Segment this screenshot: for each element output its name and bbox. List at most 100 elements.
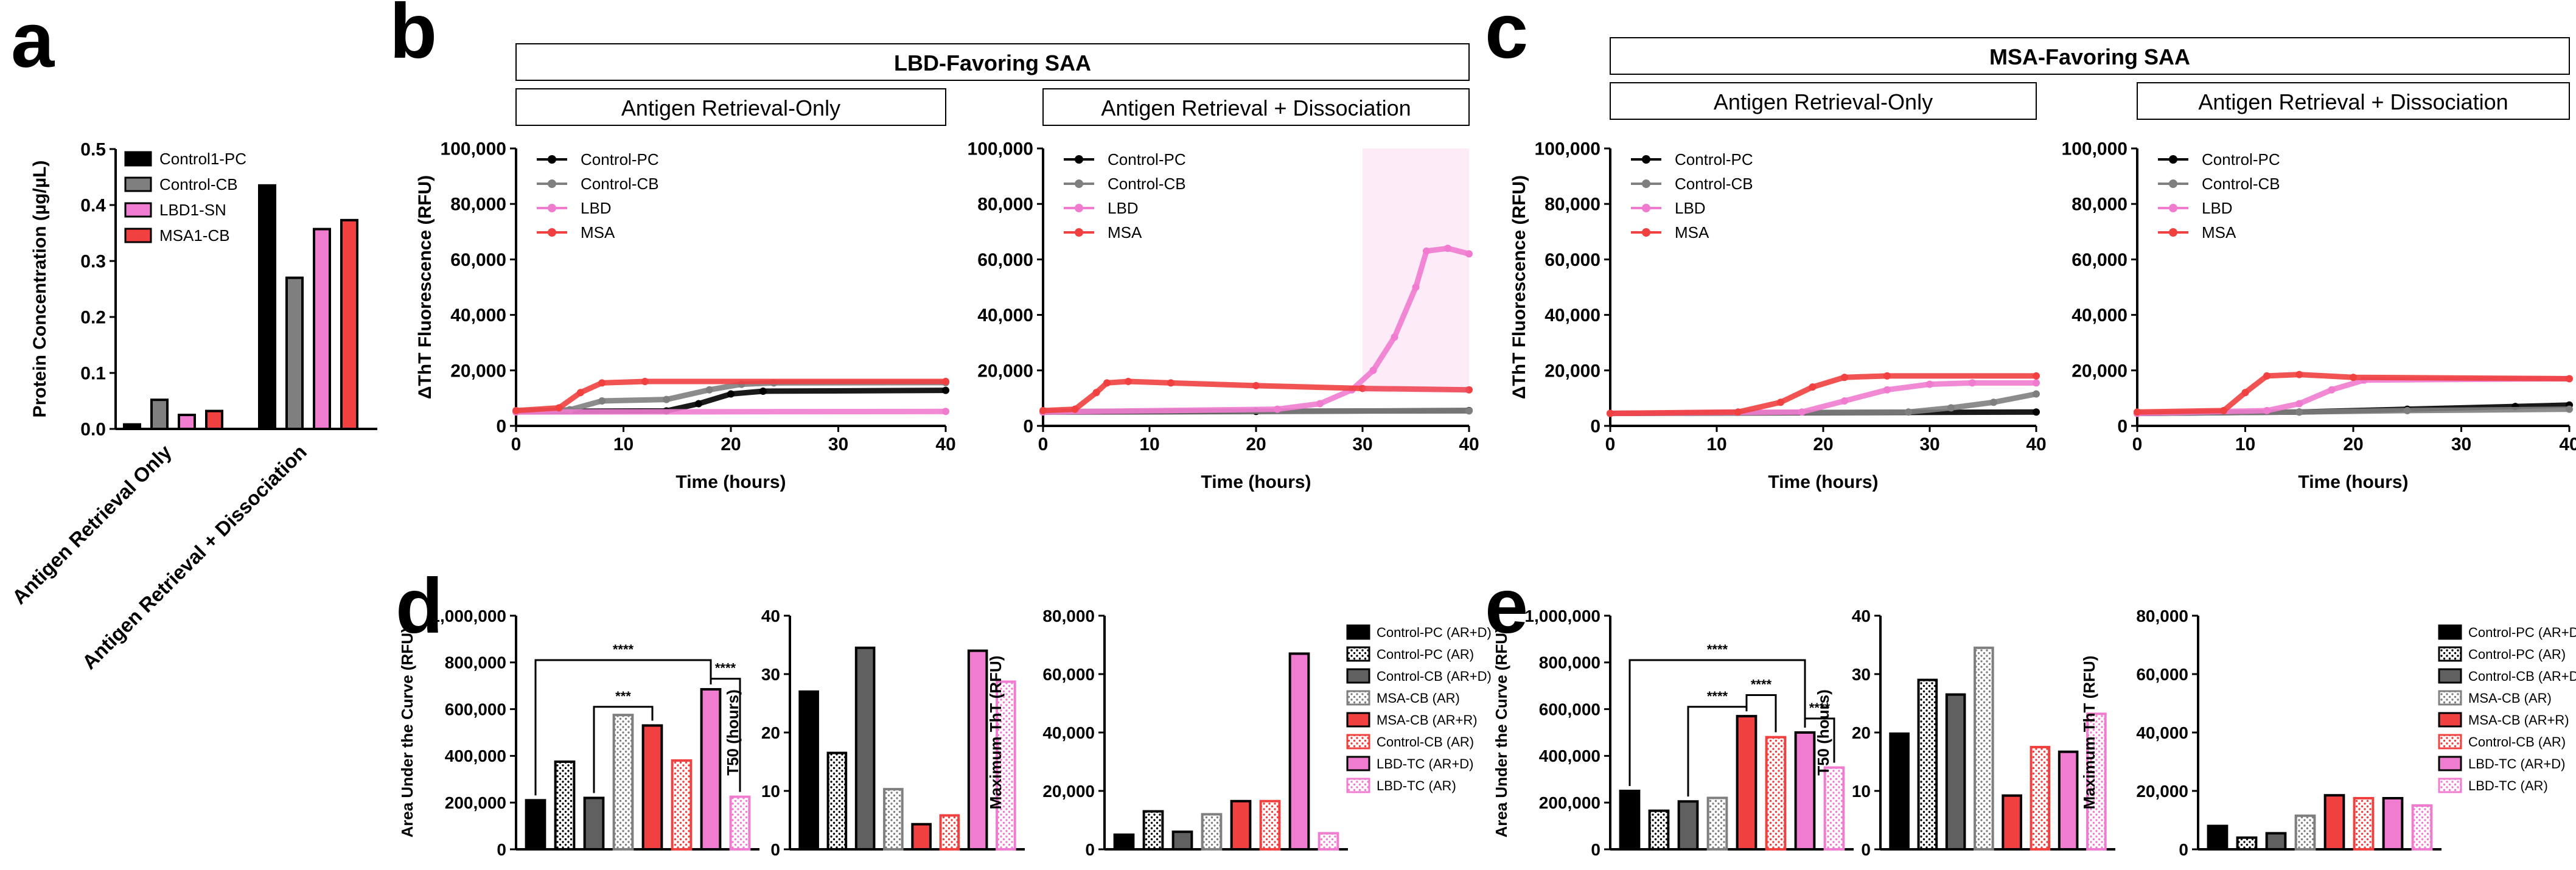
a-legend-swatch <box>124 228 152 243</box>
b2-y-tick-label: 60,000 <box>977 250 1033 270</box>
b2-legend-label: Control-CB <box>1108 175 1186 193</box>
c1-point-msa <box>1841 374 1848 381</box>
header-c-main-box <box>1610 37 2570 75</box>
e1-sig-bracket <box>1804 717 1835 763</box>
c2-legend-marker <box>2169 204 2177 212</box>
b1-point-control-pc <box>727 390 735 398</box>
c1-y-tick-label: 40,000 <box>1545 305 1600 325</box>
b2-y-tick-label: 0 <box>1023 417 1033 437</box>
d1-bar <box>554 760 576 851</box>
d1-y-tick-label: 800,000 <box>445 653 506 672</box>
b2-x-tick-label: 30 <box>1352 434 1372 454</box>
a-bar-lbd1-sn <box>178 414 196 430</box>
b2-y-tick-label: 40,000 <box>977 305 1033 325</box>
c2-point-msa <box>2134 408 2141 416</box>
e1-bar <box>1706 796 1728 851</box>
c2-point-control-cb <box>2295 408 2303 416</box>
b1-point-control-pc <box>759 388 767 395</box>
b1-point-control-cb <box>705 386 713 394</box>
d3-bar <box>1230 799 1252 851</box>
b1-legend-label: LBD <box>581 199 612 217</box>
c1-series-lbd <box>1607 380 2039 416</box>
b2-legend-label: LBD <box>1108 199 1139 217</box>
header-b-sub2-box <box>1042 88 1470 126</box>
e3-bar <box>2294 814 2316 851</box>
c1-point-msa <box>1809 383 1817 391</box>
c1-y-tick-label: 80,000 <box>1545 195 1600 215</box>
legend-d-label: Control-PC (AR+D) <box>1377 625 1492 640</box>
c1-point-lbd <box>1841 397 1848 405</box>
b2-point-msa <box>1039 406 1047 414</box>
c1-point-lbd <box>1969 379 1976 387</box>
b1-legend-label: MSA <box>581 223 615 242</box>
header-c-sub1-box <box>1610 82 2037 120</box>
b1-point-lbd <box>942 408 949 416</box>
legend-d-label: LBD-TC (AR) <box>1377 778 1456 793</box>
d2-bar <box>967 649 988 851</box>
d3-y-tick-label: 20,000 <box>1042 782 1095 801</box>
a-y-tick-label: 0.2 <box>80 308 106 328</box>
d1-bar <box>583 796 605 851</box>
c1-point-msa <box>1734 408 1742 416</box>
d1-y-tick-label: 600,000 <box>445 700 506 719</box>
e1-sig-bracket <box>1628 659 1806 786</box>
e1-bar <box>1736 715 1757 851</box>
panel-letter-b: b <box>389 0 437 75</box>
d3-y-tick-label: 80,000 <box>1042 607 1095 625</box>
d1-sig-label: **** <box>715 661 736 676</box>
a-group-label: Antigen Retrieval Only <box>8 440 176 608</box>
b2-y-tick-label: 20,000 <box>977 361 1033 381</box>
b2-point-lbd <box>1465 250 1473 258</box>
chart-b-antigen-retrieval-dissociation: 0 20,000 40,000 60,000 80,000 100,000 0 10 20 30 4… <box>968 139 1479 493</box>
e1-y-tick-label: 800,000 <box>1539 653 1600 672</box>
b2-point-lbd <box>1274 405 1281 413</box>
legend-e-swatch <box>2438 734 2462 750</box>
b1-x-label: Time (hours) <box>675 472 786 492</box>
d2-bar <box>883 788 904 851</box>
d1-sig-bracket <box>534 659 712 796</box>
e2-y-label: T50 (hours) <box>1814 689 1832 776</box>
e1-y-label: Area Under the Curve (RFU) <box>1492 627 1510 837</box>
e1-y-tick-label: 600,000 <box>1539 700 1600 719</box>
e2-y-tick-label: 10 <box>1852 782 1871 801</box>
c1-point-lbd <box>1798 408 1806 416</box>
c1-legend-label: LBD <box>1675 199 1706 217</box>
b2-legend-label: Control-PC <box>1108 150 1186 169</box>
b1-series-msa <box>513 378 949 414</box>
e3-bar <box>2265 832 2287 851</box>
b1-point-msa <box>641 378 649 386</box>
e1-y-tick-label: 200,000 <box>1539 793 1600 812</box>
b1-point-msa <box>576 389 584 397</box>
e1-sig-label: **** <box>1751 677 1772 692</box>
b1-y-label: ΔThT Fluorescence (RFU) <box>415 175 435 399</box>
d3-bar <box>1201 813 1223 851</box>
b2-legend-marker <box>1075 204 1083 212</box>
b1-point-msa <box>555 404 563 412</box>
e3-bar <box>2236 836 2258 851</box>
legend-e-label: LBD-TC (AR+D) <box>2468 756 2566 771</box>
b2-x-tick-label: 10 <box>1139 434 1159 454</box>
a-y-tick-label: 0.4 <box>80 196 106 216</box>
c2-point-control-cb <box>2566 405 2573 413</box>
header-b-main-box <box>515 43 1470 81</box>
legend-d-label: Control-CB (AR) <box>1377 734 1474 750</box>
a-bar-control1-pc <box>258 184 276 430</box>
c1-point-control-cb <box>2033 390 2040 398</box>
e2-bar <box>1974 646 1994 851</box>
b1-x-tick-label: 10 <box>613 434 634 454</box>
e3-y-tick-label: 20,000 <box>2136 782 2188 801</box>
b2-point-lbd <box>1444 245 1451 252</box>
b2-x-tick-label: 20 <box>1246 434 1266 454</box>
chart-d-max-tht: 0 20,000 40,000 60,000 80,000 Maximum ThT (RF… <box>986 607 1348 859</box>
b1-legend-marker <box>548 179 556 188</box>
c2-legend-label: Control-CB <box>2202 175 2280 193</box>
c2-point-lbd <box>2328 386 2336 394</box>
e1-bar <box>1619 790 1641 851</box>
c1-point-lbd <box>1883 386 1891 394</box>
d2-y-tick-label: 40 <box>761 607 780 625</box>
a-y-tick-label: 0.5 <box>80 140 106 160</box>
a-legend-label: MSA1-CB <box>159 226 230 245</box>
c1-y-tick-label: 60,000 <box>1545 250 1600 270</box>
b2-point-lbd <box>1391 333 1398 341</box>
legend-d: Control-PC (AR+D) Control-PC (AR) Control-… <box>1346 624 1492 793</box>
